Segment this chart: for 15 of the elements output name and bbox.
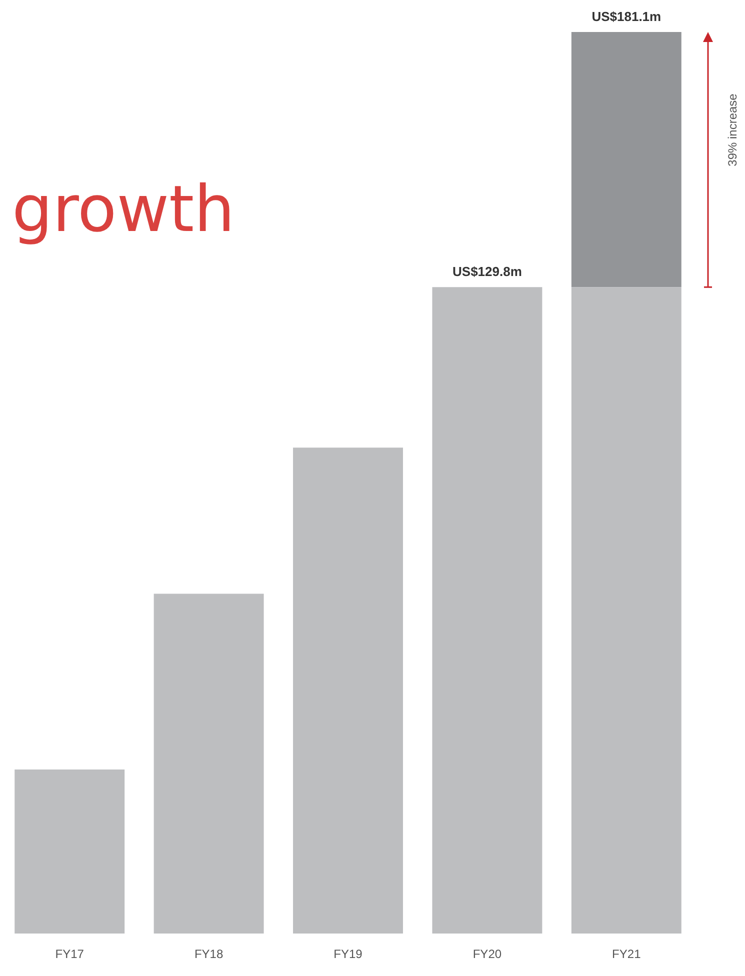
bar <box>571 287 682 934</box>
bar <box>14 770 125 934</box>
x-tick-label: FY19 <box>334 947 363 962</box>
bar <box>293 448 403 934</box>
bar <box>571 32 682 288</box>
text: 39% increase <box>724 93 739 166</box>
x-tick-label: FY21 <box>612 947 642 962</box>
bar <box>154 594 264 934</box>
bar <box>432 287 542 934</box>
total-label: US$181.1m <box>592 9 662 24</box>
x-tick-label: FY17 <box>55 947 84 962</box>
x-tick-label: FY20 <box>472 947 502 962</box>
text: growth <box>12 173 235 247</box>
total-label: US$129.8m <box>452 264 522 280</box>
x-tick-label: FY18 <box>194 947 224 962</box>
